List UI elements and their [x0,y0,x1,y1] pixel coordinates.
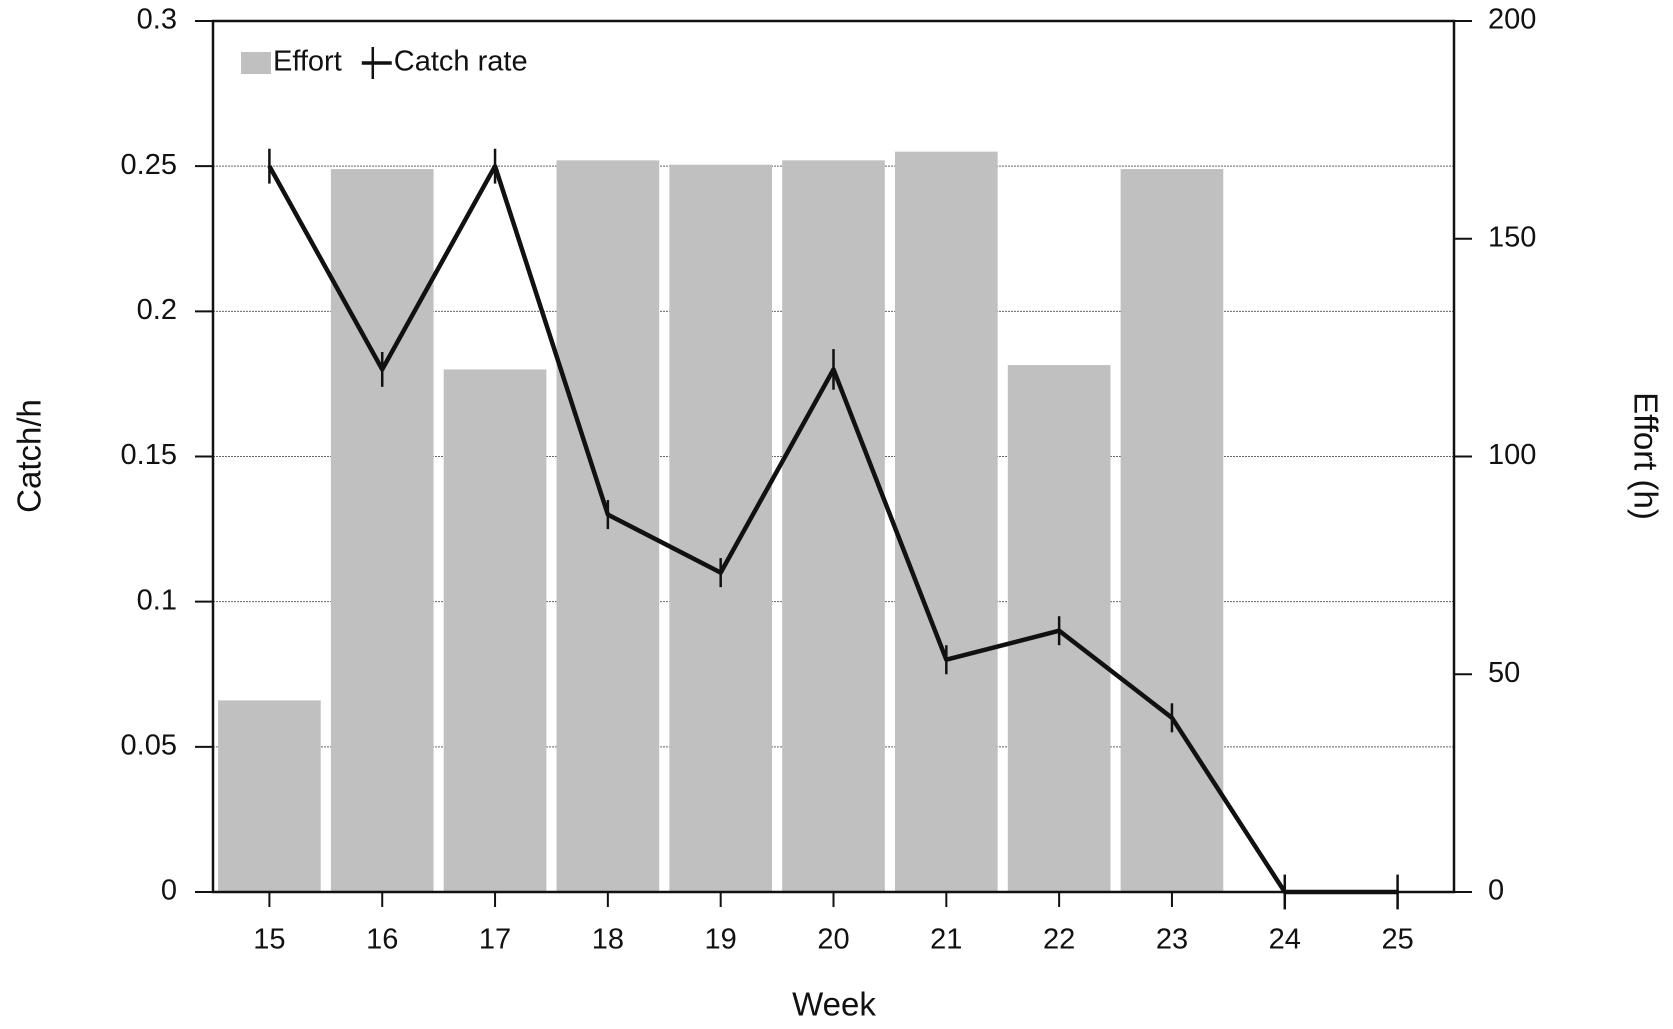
x-axis-label: Week [792,986,876,1023]
bar [1120,169,1224,892]
y2-tick-label: 150 [1488,221,1536,253]
bar [218,700,321,892]
y-tick-label: 0.2 [137,294,177,326]
y-tick-label: 0.15 [121,439,177,471]
y2-tick-label: 50 [1488,657,1520,689]
bar [894,151,998,892]
legend-label: Effort [273,46,342,78]
bar [782,160,885,893]
x-tick-label: 21 [930,924,962,956]
y-axis-label: Catch/h [11,399,48,513]
legend-label: Catch rate [394,46,528,78]
y2-axis-label: Effort (h) [1627,392,1664,520]
y2-tick-label: 100 [1488,439,1536,471]
bar [443,369,547,892]
x-tick-label: 17 [479,924,511,956]
x-tick-label: 20 [817,924,849,956]
bar [669,164,773,893]
plot-frame [211,19,1456,894]
x-tick-label: 23 [1156,924,1188,956]
x-tick-label: 24 [1269,924,1301,956]
y-tick-label: 0.1 [137,584,177,616]
x-tick-label: 16 [366,924,398,956]
x-tick-label: 22 [1043,924,1075,956]
x-tick-label: 19 [705,924,737,956]
y2-tick-label: 200 [1488,4,1536,36]
y-tick-label: 0.05 [121,729,177,761]
bar [330,169,434,892]
legend-swatch [241,52,271,74]
y-tick-label: 0.3 [137,4,177,36]
x-tick-label: 15 [253,924,285,956]
x-tick-label: 18 [592,924,624,956]
y-tick-label: 0 [161,875,177,907]
y2-tick-label: 0 [1488,875,1504,907]
y-tick-label: 0.25 [121,149,177,181]
x-tick-label: 25 [1381,924,1413,956]
